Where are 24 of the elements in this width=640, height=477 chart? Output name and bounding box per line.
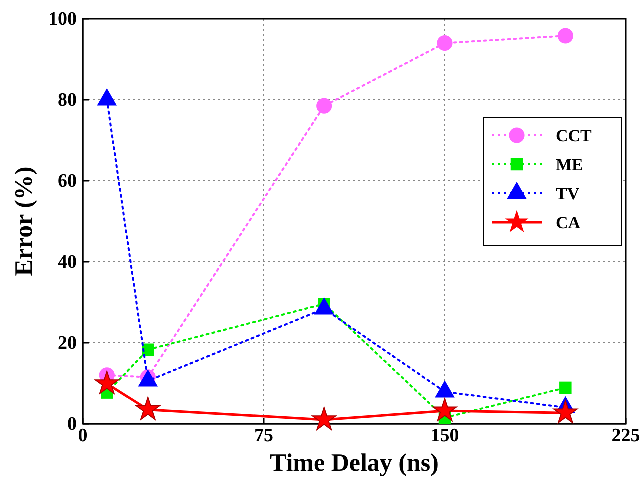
legend-label: TV xyxy=(556,184,580,204)
point xyxy=(437,36,453,52)
y-tick-label: 60 xyxy=(58,171,77,192)
point xyxy=(136,397,160,420)
point xyxy=(94,371,120,394)
x-tick-label: 225 xyxy=(612,425,640,446)
point xyxy=(312,407,337,430)
x-axis-title: Time Delay (ns) xyxy=(270,450,439,477)
point xyxy=(316,98,332,114)
point xyxy=(553,400,578,424)
x-tick-label: 150 xyxy=(430,425,460,446)
legend-label: CA xyxy=(556,214,582,232)
y-tick-label: 40 xyxy=(58,252,77,274)
legend-label: CCT xyxy=(556,126,593,146)
x-tick-label: 75 xyxy=(254,425,274,446)
point xyxy=(560,382,572,394)
point xyxy=(142,344,154,356)
y-tick-label: 100 xyxy=(48,9,77,30)
y-tick-label: 80 xyxy=(58,90,77,112)
y-tick-label: 20 xyxy=(58,333,77,354)
point xyxy=(432,398,458,422)
legend-label: ME xyxy=(556,156,584,174)
y-axis-title: Error (%) xyxy=(11,166,38,276)
point xyxy=(558,28,574,44)
